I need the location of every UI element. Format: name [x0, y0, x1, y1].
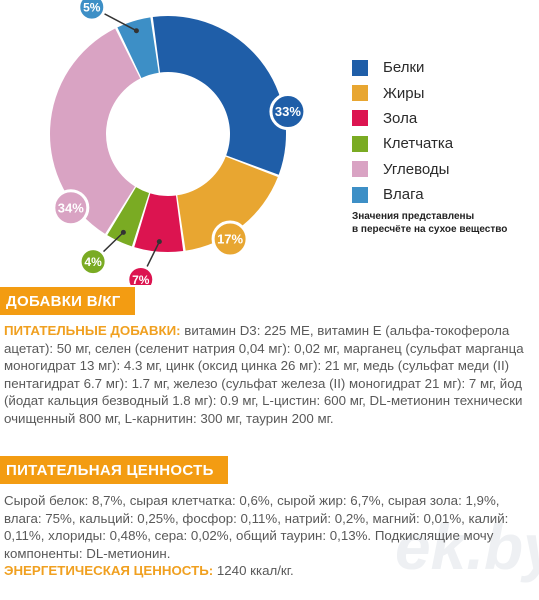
legend-label: Белки — [383, 59, 425, 77]
value-label-bubble — [77, 0, 107, 22]
legend-note-line: Значения представлены — [352, 211, 475, 222]
legend-swatch — [352, 186, 368, 203]
value-label: 7% — [132, 273, 150, 285]
value-label-bubble — [269, 93, 307, 131]
value-label: 33% — [275, 104, 301, 119]
label-leader-dot — [120, 229, 126, 235]
value-label-bubble — [78, 247, 108, 277]
value-label: 4% — [84, 255, 102, 269]
legend-item: Влага — [352, 182, 453, 207]
donut-slice — [152, 15, 286, 175]
label-leader-dot — [156, 239, 162, 245]
legend-swatch — [352, 161, 368, 178]
legend-swatch — [352, 59, 368, 76]
value-label: 17% — [217, 232, 243, 247]
chart-legend: Белки Жиры Зола Клетчатка Углеводы Влага — [352, 55, 453, 207]
supplements-body: витамин D3: 225 ME, витамин Е (альфа-ток… — [4, 323, 524, 426]
legend-swatch — [352, 85, 368, 102]
legend-item: Зола — [352, 106, 453, 131]
legend-item: Белки — [352, 55, 453, 80]
legend-swatch — [352, 110, 368, 127]
legend-note-line: в пересчёте на сухое вещество — [352, 224, 508, 235]
donut-slice — [107, 187, 150, 247]
legend-item: Клетчатка — [352, 131, 453, 156]
nutrition-heading: ПИТАТЕЛЬНАЯ ЦЕННОСТЬ — [0, 456, 228, 484]
supplements-label: ПИТАТЕЛЬНЫЕ ДОБАВКИ: — [4, 323, 181, 338]
donut-slice — [134, 193, 184, 252]
label-leader-dot — [133, 28, 139, 34]
legend-label: Жиры — [383, 84, 425, 102]
supplements-heading: ДОБАВКИ В/КГ — [0, 287, 135, 315]
legend-label: Влага — [383, 186, 424, 204]
energy-value: 1240 ккал/кг. — [213, 563, 294, 579]
watermark: ek.by — [395, 511, 539, 583]
chart-area: 33% 17% 7% 4% 34% 5% Белки Жиры Зола Клетчатк… — [0, 0, 539, 285]
value-label-bubble — [52, 189, 90, 227]
nutrition-body: Сырой белок: 8,7%, сырая клетчатка: 0,6%… — [4, 493, 509, 561]
value-label-bubble — [211, 220, 249, 258]
legend-label: Клетчатка — [383, 135, 454, 153]
nutrition-text: Сырой белок: 8,7%, сырая клетчатка: 0,6%… — [4, 492, 536, 580]
supplements-text: ПИТАТЕЛЬНЫЕ ДОБАВКИ: витамин D3: 225 ME,… — [4, 322, 536, 428]
donut-chart: 33% 17% 7% 4% 34% 5% — [49, 0, 307, 285]
value-label: 5% — [83, 1, 101, 15]
donut-slice — [177, 156, 278, 251]
donut-slice — [49, 28, 141, 234]
legend-item: Жиры — [352, 80, 453, 105]
legend-label: Углеводы — [383, 160, 450, 178]
legend-note: Значения представлены в пересчёте на сух… — [352, 210, 539, 236]
energy-label: ЭНЕРГЕТИЧЕСКАЯ ЦЕННОСТЬ: — [4, 563, 214, 579]
legend-item: Углеводы — [352, 157, 453, 182]
value-label: 34% — [58, 200, 84, 215]
legend-swatch — [352, 135, 368, 152]
legend-label: Зола — [383, 109, 418, 127]
value-label-bubble — [126, 264, 156, 285]
donut-slice — [117, 17, 159, 78]
